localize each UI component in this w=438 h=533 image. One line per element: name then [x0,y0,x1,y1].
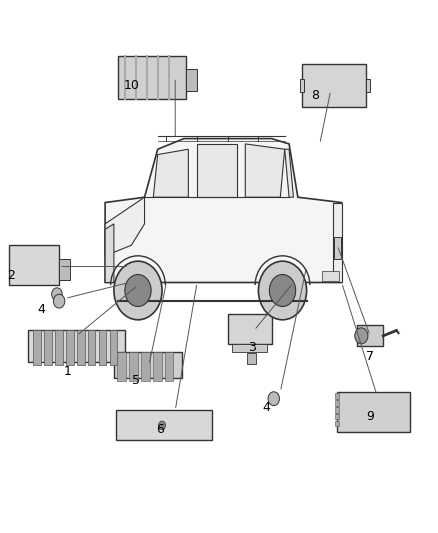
Bar [335,400,339,406]
Text: 5: 5 [132,374,140,386]
Bar [357,325,383,346]
Text: 3: 3 [248,341,256,354]
Bar [322,271,339,281]
Bar [59,259,70,280]
Polygon shape [105,224,114,282]
Text: 4: 4 [38,303,46,316]
Bar [153,352,162,381]
Circle shape [159,421,166,430]
Bar [28,330,125,362]
Bar [129,352,138,381]
Bar [232,344,267,352]
Circle shape [53,294,65,308]
Bar [335,407,339,413]
Text: 9: 9 [366,410,374,423]
Bar [366,79,370,92]
Circle shape [114,261,162,320]
Bar [141,352,150,381]
Bar [337,392,410,432]
Polygon shape [153,149,188,197]
Bar [33,330,41,365]
Polygon shape [197,144,237,197]
Bar [88,330,95,365]
Bar [165,352,173,381]
Polygon shape [333,203,342,282]
Polygon shape [245,144,285,197]
Text: 2: 2 [7,269,15,282]
Bar [335,421,339,426]
Bar [335,393,339,399]
Bar [118,56,186,99]
Polygon shape [105,197,145,256]
Circle shape [269,274,296,306]
Bar [302,64,366,107]
Text: 7: 7 [366,350,374,362]
Polygon shape [105,139,342,282]
Circle shape [268,392,279,406]
Circle shape [355,328,368,344]
Bar [114,352,182,378]
Circle shape [258,261,307,320]
Bar [117,352,126,381]
Bar [44,330,52,365]
Text: 4: 4 [262,401,270,414]
Bar [110,330,117,365]
Bar [116,410,212,440]
Text: 10: 10 [124,79,139,92]
Bar [334,237,341,259]
Text: 8: 8 [311,90,319,102]
Bar [186,69,197,91]
Bar [99,330,106,365]
Bar [335,414,339,419]
Bar [77,330,85,365]
Bar [9,245,59,285]
Circle shape [52,288,62,301]
Polygon shape [285,149,293,197]
Bar [300,79,304,92]
Text: 1: 1 [64,365,72,378]
Bar [55,330,63,365]
Bar [66,330,74,365]
Circle shape [125,274,151,306]
Bar [228,314,272,344]
Text: 6: 6 [156,423,164,435]
Bar [247,353,256,364]
